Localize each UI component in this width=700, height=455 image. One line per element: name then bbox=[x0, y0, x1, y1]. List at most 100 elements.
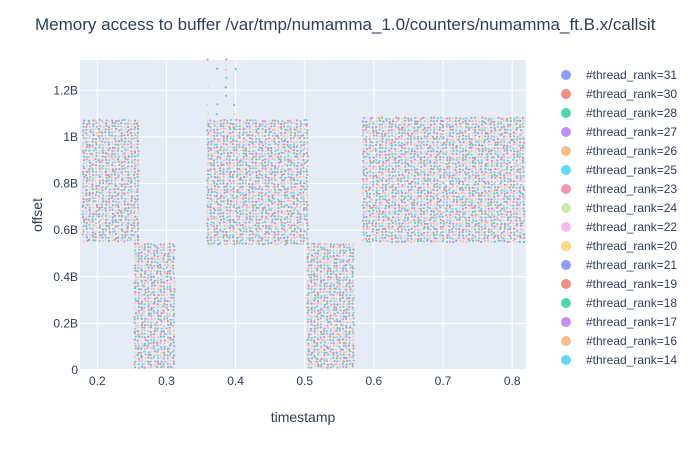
data-point bbox=[417, 160, 419, 162]
data-point bbox=[144, 264, 146, 266]
data-point bbox=[117, 188, 119, 190]
data-point bbox=[487, 172, 489, 174]
data-point bbox=[108, 183, 110, 185]
data-point bbox=[432, 174, 434, 176]
data-point bbox=[120, 129, 122, 131]
data-point bbox=[161, 361, 163, 363]
data-point bbox=[333, 345, 335, 347]
data-point bbox=[107, 185, 109, 187]
data-point bbox=[442, 130, 444, 132]
data-point bbox=[102, 218, 104, 220]
data-point bbox=[229, 219, 231, 221]
data-point bbox=[98, 147, 100, 149]
data-point bbox=[423, 177, 425, 179]
data-point bbox=[233, 126, 235, 128]
data-point bbox=[336, 367, 338, 369]
data-point bbox=[249, 227, 251, 229]
data-point bbox=[442, 192, 444, 194]
data-point bbox=[233, 221, 235, 223]
data-point bbox=[117, 171, 119, 173]
data-point bbox=[268, 173, 270, 175]
data-point bbox=[433, 144, 435, 146]
data-point bbox=[207, 206, 209, 208]
data-point bbox=[245, 164, 247, 166]
data-point bbox=[258, 153, 260, 155]
data-point bbox=[89, 194, 91, 196]
data-point bbox=[283, 212, 285, 214]
data-point bbox=[150, 249, 152, 251]
data-point bbox=[102, 231, 104, 233]
data-point bbox=[379, 178, 381, 180]
data-point bbox=[391, 142, 393, 144]
data-point bbox=[216, 113, 218, 115]
data-point bbox=[252, 201, 254, 203]
data-point bbox=[394, 204, 396, 206]
data-point bbox=[82, 143, 84, 145]
data-point bbox=[127, 222, 129, 224]
data-point bbox=[459, 188, 461, 190]
data-point bbox=[127, 210, 129, 212]
data-point bbox=[216, 225, 218, 227]
data-point bbox=[227, 132, 229, 134]
data-point bbox=[398, 124, 400, 126]
data-point bbox=[294, 132, 296, 134]
data-point bbox=[121, 189, 123, 191]
data-point bbox=[232, 210, 234, 212]
data-point bbox=[401, 147, 403, 149]
data-point bbox=[143, 309, 145, 311]
data-point bbox=[400, 216, 402, 218]
data-point bbox=[255, 201, 257, 203]
data-point bbox=[243, 194, 245, 196]
data-point bbox=[339, 244, 341, 246]
data-point bbox=[375, 205, 377, 207]
data-point bbox=[214, 209, 216, 211]
data-point bbox=[296, 206, 298, 208]
data-point bbox=[258, 192, 260, 194]
data-point bbox=[308, 359, 310, 361]
data-point bbox=[365, 159, 367, 161]
data-point bbox=[369, 175, 371, 177]
data-point bbox=[417, 172, 419, 174]
data-point bbox=[329, 339, 331, 341]
data-point bbox=[424, 223, 426, 225]
data-point bbox=[329, 261, 331, 263]
data-point bbox=[293, 209, 295, 211]
data-point bbox=[124, 123, 126, 125]
data-point bbox=[274, 147, 276, 149]
data-point bbox=[226, 227, 228, 229]
data-point bbox=[417, 174, 419, 176]
data-point bbox=[210, 215, 212, 217]
data-point bbox=[137, 239, 139, 241]
data-point bbox=[252, 167, 254, 169]
data-point bbox=[114, 173, 116, 175]
data-point bbox=[440, 135, 442, 137]
data-point bbox=[297, 222, 299, 224]
data-point bbox=[219, 186, 221, 188]
data-point bbox=[388, 240, 390, 242]
data-point bbox=[403, 198, 405, 200]
data-point bbox=[173, 300, 175, 302]
data-point bbox=[427, 178, 429, 180]
data-point bbox=[143, 315, 145, 317]
data-point bbox=[145, 292, 147, 294]
data-point bbox=[369, 177, 371, 179]
data-point bbox=[465, 166, 467, 168]
data-point bbox=[401, 121, 403, 123]
data-point bbox=[352, 252, 354, 254]
data-point bbox=[106, 147, 108, 149]
data-point bbox=[365, 141, 367, 143]
data-point bbox=[427, 226, 429, 228]
data-point bbox=[333, 267, 335, 269]
data-point bbox=[443, 211, 445, 213]
data-point bbox=[303, 167, 305, 169]
data-point bbox=[128, 137, 130, 139]
data-point bbox=[307, 327, 309, 329]
data-point bbox=[362, 125, 364, 127]
data-point bbox=[376, 117, 378, 119]
data-point bbox=[414, 138, 416, 140]
data-point bbox=[474, 228, 476, 230]
data-point bbox=[118, 168, 120, 170]
data-point bbox=[449, 220, 451, 222]
data-point bbox=[271, 137, 273, 139]
data-point bbox=[123, 189, 125, 191]
